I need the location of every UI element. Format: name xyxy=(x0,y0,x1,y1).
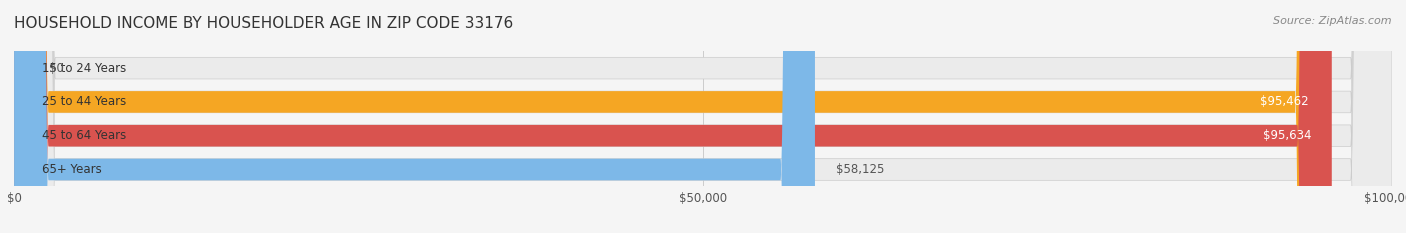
FancyBboxPatch shape xyxy=(14,0,1330,233)
FancyBboxPatch shape xyxy=(14,0,815,233)
FancyBboxPatch shape xyxy=(14,0,1392,233)
FancyBboxPatch shape xyxy=(14,0,1331,233)
Text: 15 to 24 Years: 15 to 24 Years xyxy=(42,62,127,75)
Text: Source: ZipAtlas.com: Source: ZipAtlas.com xyxy=(1274,16,1392,26)
Text: HOUSEHOLD INCOME BY HOUSEHOLDER AGE IN ZIP CODE 33176: HOUSEHOLD INCOME BY HOUSEHOLDER AGE IN Z… xyxy=(14,16,513,31)
Text: $95,634: $95,634 xyxy=(1263,129,1312,142)
Text: 65+ Years: 65+ Years xyxy=(42,163,101,176)
Text: $58,125: $58,125 xyxy=(835,163,884,176)
Text: 25 to 44 Years: 25 to 44 Years xyxy=(42,96,127,108)
Text: 45 to 64 Years: 45 to 64 Years xyxy=(42,129,127,142)
Text: $0: $0 xyxy=(48,62,63,75)
FancyBboxPatch shape xyxy=(14,0,1392,233)
Text: $95,462: $95,462 xyxy=(1260,96,1309,108)
FancyBboxPatch shape xyxy=(14,0,1392,233)
FancyBboxPatch shape xyxy=(14,0,1392,233)
